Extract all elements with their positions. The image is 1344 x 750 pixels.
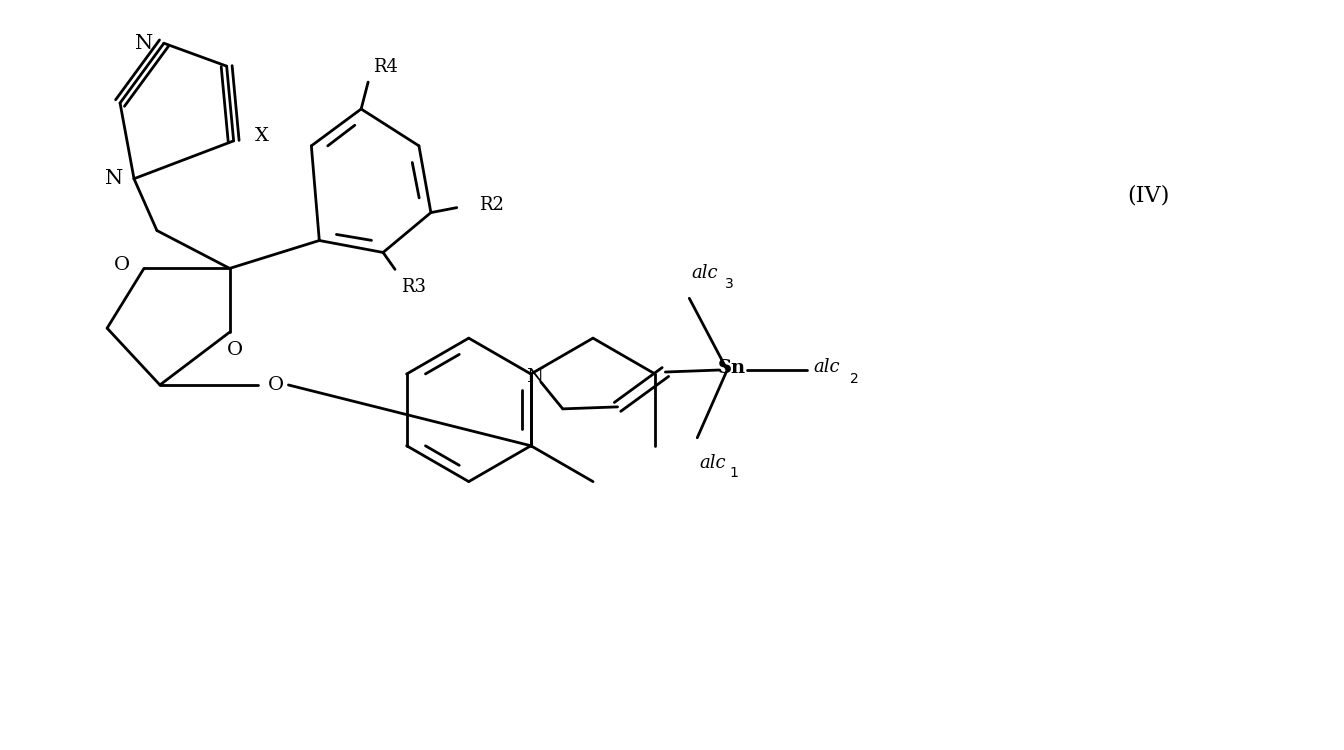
Text: O: O	[227, 341, 243, 359]
Text: O: O	[267, 376, 284, 394]
Text: O: O	[114, 256, 130, 274]
Text: 2: 2	[849, 372, 859, 386]
Text: (IV): (IV)	[1128, 184, 1169, 207]
Text: N: N	[134, 34, 153, 53]
Text: alc: alc	[691, 265, 718, 283]
Text: N: N	[527, 368, 543, 386]
Text: X: X	[254, 127, 269, 145]
Text: R4: R4	[374, 58, 398, 76]
Text: Sn: Sn	[718, 359, 746, 377]
Text: alc: alc	[814, 358, 840, 376]
Text: N: N	[105, 170, 124, 188]
Text: R2: R2	[478, 196, 504, 214]
Text: R3: R3	[401, 278, 426, 296]
Text: alc: alc	[699, 454, 726, 472]
Text: 3: 3	[726, 278, 734, 291]
Text: 1: 1	[730, 466, 738, 480]
